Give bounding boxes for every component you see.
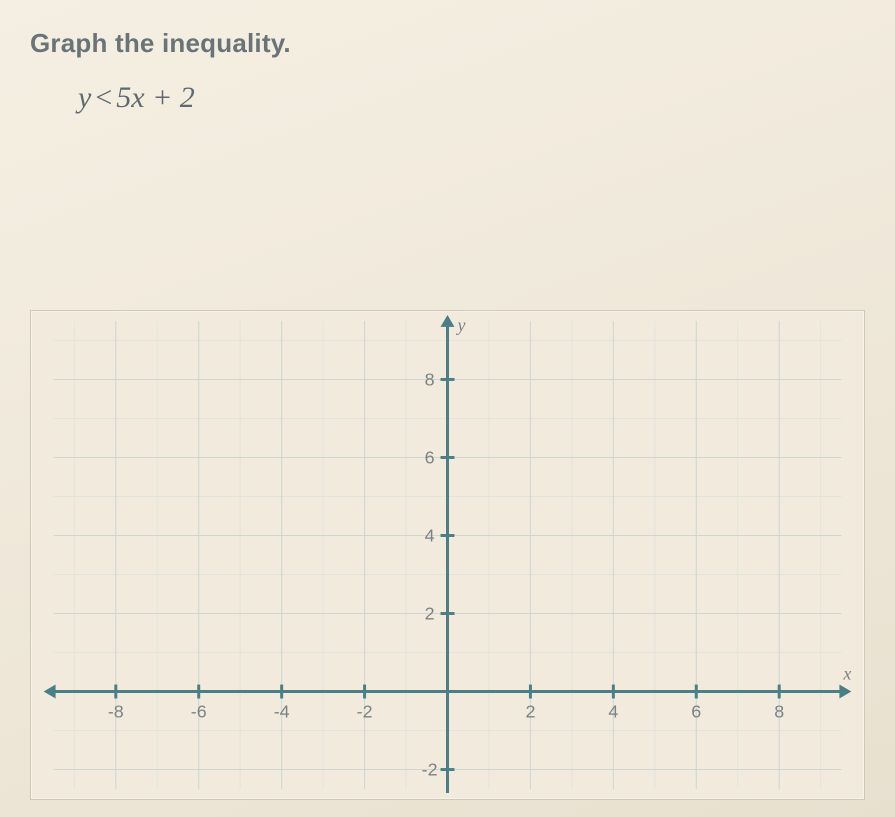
svg-text:x: x — [842, 664, 851, 684]
equation-operator: < — [91, 81, 116, 114]
inequality-expression: y<5x + 2 — [78, 81, 865, 115]
graph-panel[interactable]: -8 -6 -4 -2 2 4 6 8 -2 2 4 6 8 x y — [30, 310, 865, 800]
svg-text:8: 8 — [774, 701, 784, 721]
svg-text:6: 6 — [425, 447, 435, 467]
svg-text:-6: -6 — [191, 701, 207, 721]
svg-text:-4: -4 — [274, 701, 290, 721]
svg-text:-2: -2 — [357, 701, 373, 721]
svg-text:8: 8 — [425, 369, 435, 389]
svg-text:y: y — [455, 315, 465, 335]
equation-lhs: y — [78, 81, 91, 114]
svg-text:6: 6 — [691, 701, 701, 721]
svg-text:4: 4 — [608, 701, 618, 721]
svg-text:2: 2 — [525, 701, 535, 721]
svg-text:-2: -2 — [422, 760, 438, 780]
svg-text:-8: -8 — [108, 701, 124, 721]
cartesian-grid[interactable]: -8 -6 -4 -2 2 4 6 8 -2 2 4 6 8 x y — [31, 311, 864, 799]
equation-rhs: 5x + 2 — [116, 81, 195, 114]
svg-text:2: 2 — [425, 603, 435, 623]
page-root: Graph the inequality. y<5x + 2 -8-6-4-22… — [0, 0, 895, 817]
svg-text:4: 4 — [425, 525, 435, 545]
prompt-text: Graph the inequality. — [30, 28, 865, 59]
